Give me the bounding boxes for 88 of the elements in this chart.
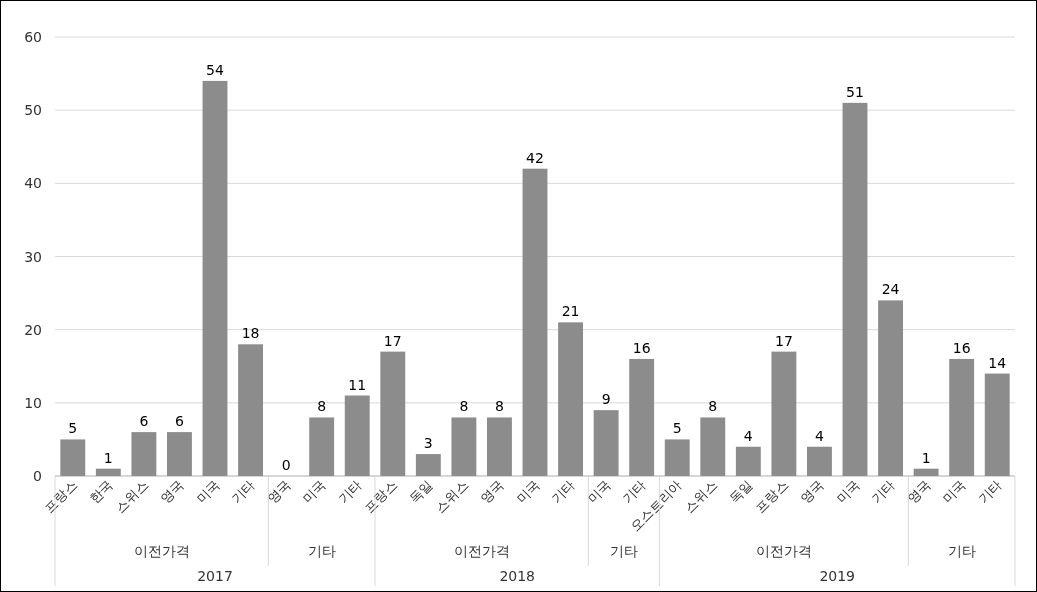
bar	[949, 358, 975, 476]
data-label: 4	[814, 427, 824, 444]
x-tick-label: 한국	[86, 477, 116, 507]
text: 2019	[819, 568, 856, 584]
bar	[700, 417, 726, 476]
bar	[344, 395, 370, 476]
bar	[913, 468, 939, 476]
data-label: 0	[281, 457, 291, 473]
bar	[380, 351, 406, 476]
bar	[95, 468, 121, 476]
data-label: 17	[383, 332, 402, 349]
y-tick-label: 30	[24, 248, 42, 265]
y-tick-label: 50	[24, 102, 42, 119]
x-tick-label: 독일	[726, 477, 756, 507]
y-tick-label: 20	[24, 321, 42, 338]
bar	[878, 300, 903, 476]
x-tick-label: 기타	[868, 477, 898, 507]
text: 기타	[947, 543, 976, 559]
x-tick-label: 미국	[939, 477, 969, 507]
text: 기타	[307, 543, 336, 559]
bar	[415, 454, 441, 476]
data-label: 54	[206, 61, 224, 78]
data-label: 4	[743, 427, 753, 444]
bar	[202, 80, 228, 476]
text: 기타	[609, 543, 638, 559]
data-label: 9	[601, 391, 611, 408]
x-tick-label: 영국	[157, 477, 187, 507]
data-label: 51	[846, 83, 864, 100]
bar	[131, 432, 157, 476]
y-tick-label: 60	[24, 29, 42, 45]
data-label: 6	[174, 413, 184, 430]
bar	[664, 439, 690, 476]
data-label: 21	[561, 303, 580, 320]
x-tick-label: 미국	[513, 477, 543, 507]
data-label: 1	[921, 449, 931, 466]
bar	[593, 410, 619, 476]
data-label: 16	[952, 339, 971, 356]
data-label: 18	[241, 325, 260, 342]
y-tick-label: 0	[33, 468, 42, 484]
x-tick-label: 영국	[904, 477, 934, 507]
data-label: 42	[526, 149, 544, 166]
y-tick-label: 40	[24, 175, 42, 192]
x-tick-label: 미국	[584, 477, 614, 507]
x-tick-label: 미국	[299, 477, 329, 507]
data-label: 6	[139, 413, 149, 430]
text: 이전가격	[755, 543, 812, 559]
bar	[842, 102, 868, 476]
data-label: 8	[494, 398, 504, 415]
bar	[735, 446, 761, 476]
bar	[771, 351, 797, 476]
data-label: 3	[423, 435, 433, 452]
x-tick-label: 독일	[406, 477, 436, 507]
data-label: 16	[632, 339, 651, 356]
text: 이전가격	[453, 543, 510, 559]
x-tick-label: 기타	[228, 477, 258, 507]
text: 2017	[197, 568, 233, 584]
bar	[309, 417, 335, 476]
bar	[451, 417, 477, 476]
x-tick-label: 기타	[548, 477, 578, 507]
bar	[238, 344, 263, 476]
data-label: 8	[708, 398, 718, 415]
y-tick-label: 10	[24, 394, 42, 411]
data-label: 5	[672, 420, 682, 437]
x-tick-label: 영국	[264, 477, 294, 507]
text: 이전가격	[133, 543, 190, 559]
x-tick-label: 미국	[833, 477, 863, 507]
bar	[487, 417, 512, 476]
x-tick-label: 영국	[477, 477, 507, 507]
bar	[984, 373, 1010, 476]
data-label: 8	[459, 398, 469, 415]
data-label: 8	[317, 398, 327, 415]
text: 2018	[499, 568, 536, 584]
data-label: 5	[68, 420, 78, 437]
data-label: 14	[988, 354, 1007, 371]
bar	[558, 322, 583, 476]
bar	[629, 358, 655, 476]
x-tick-label: 기타	[335, 477, 365, 507]
bar	[522, 168, 548, 476]
data-label: 11	[348, 376, 367, 393]
x-tick-label: 영국	[797, 477, 827, 507]
bar	[60, 439, 86, 476]
data-label: 17	[774, 332, 793, 349]
data-label: 24	[881, 281, 900, 298]
x-tick-label: 미국	[193, 477, 223, 507]
bar	[807, 446, 832, 476]
bar	[167, 432, 192, 476]
x-tick-label: 기타	[975, 477, 1005, 507]
data-label: 1	[103, 449, 113, 466]
